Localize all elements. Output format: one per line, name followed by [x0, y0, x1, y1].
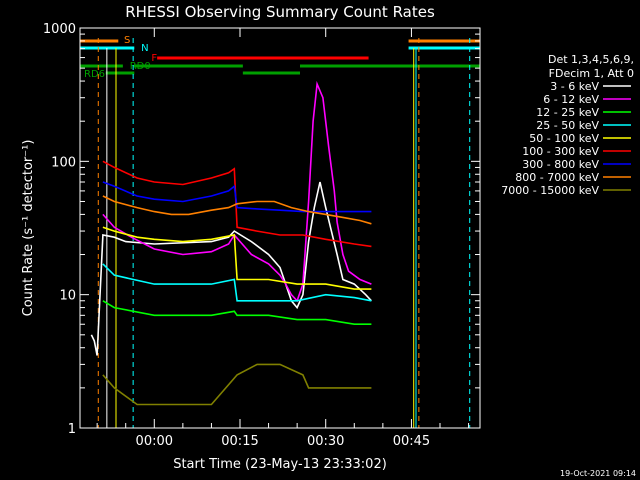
x-tick-label: 00:45	[393, 434, 430, 449]
chart-title: RHESSI Observing Summary Count Rates	[125, 3, 435, 21]
legend-label: 7000 - 15000 keV	[501, 184, 599, 197]
flag-label-f: F	[151, 53, 157, 64]
plot-frame	[79, 27, 481, 429]
legend-label: 100 - 300 keV	[522, 145, 599, 158]
y-tick-label: 1000	[43, 22, 76, 37]
axes: 1 10 100 1000 00:00 00:15 00:30 00:45	[43, 22, 481, 449]
y-tick-label: 1	[68, 422, 76, 437]
series-line-2	[102, 300, 372, 325]
flag-label-rd6: RD6	[84, 69, 105, 80]
series-line-8	[102, 363, 372, 406]
x-tick-label: 00:15	[221, 434, 258, 449]
legend-label: 12 - 25 keV	[536, 106, 599, 119]
legend-label: 6 - 12 keV	[543, 93, 599, 106]
legend-label: 300 - 800 keV	[522, 158, 599, 171]
legend-label: 3 - 6 keV	[550, 80, 599, 93]
flag-bar-rd0	[300, 64, 480, 68]
legend-header-line: Det 1,3,4,5,6,9,	[548, 53, 634, 66]
y-axis-label: Count Rate (s⁻¹ detector⁻¹)	[21, 140, 36, 317]
series-line-5	[102, 160, 372, 248]
flag-bar-rd6	[105, 71, 135, 75]
flag-label-n: N	[141, 43, 148, 54]
y-tick-label: 10	[59, 289, 76, 304]
series-line-6	[102, 181, 372, 213]
flag-bar-s	[80, 39, 119, 43]
x-tick-label: 00:00	[136, 434, 173, 449]
legend-label: 50 - 100 keV	[529, 132, 599, 145]
flag-label-rd0: RD0	[130, 61, 151, 72]
series-lines	[90, 80, 372, 406]
legend-label: 25 - 50 keV	[536, 119, 599, 132]
x-tick-label: 00:30	[307, 434, 344, 449]
series-line-4	[102, 226, 372, 290]
series-line-7	[102, 195, 372, 225]
flag-bar-f	[157, 56, 369, 60]
series-line-3	[102, 263, 372, 302]
flag-bar-rd0	[134, 64, 243, 68]
flag-bar-rd0	[80, 64, 123, 68]
flag-label-s: S	[124, 35, 130, 46]
legend: Det 1,3,4,5,6,9,FDecim 1, Att 03 - 6 keV…	[501, 53, 634, 197]
flag-bar-n	[408, 46, 480, 50]
x-axis-label: Start Time (23-May-13 23:33:02)	[173, 457, 387, 472]
flag-bar-rd0	[242, 71, 300, 75]
flag-bar-s	[408, 39, 480, 43]
footer-timestamp: 19-Oct-2021 09:14	[560, 469, 636, 478]
legend-label: 800 - 7000 keV	[515, 171, 599, 184]
y-tick-label: 100	[51, 155, 76, 170]
legend-header-line: FDecim 1, Att 0	[549, 67, 634, 80]
